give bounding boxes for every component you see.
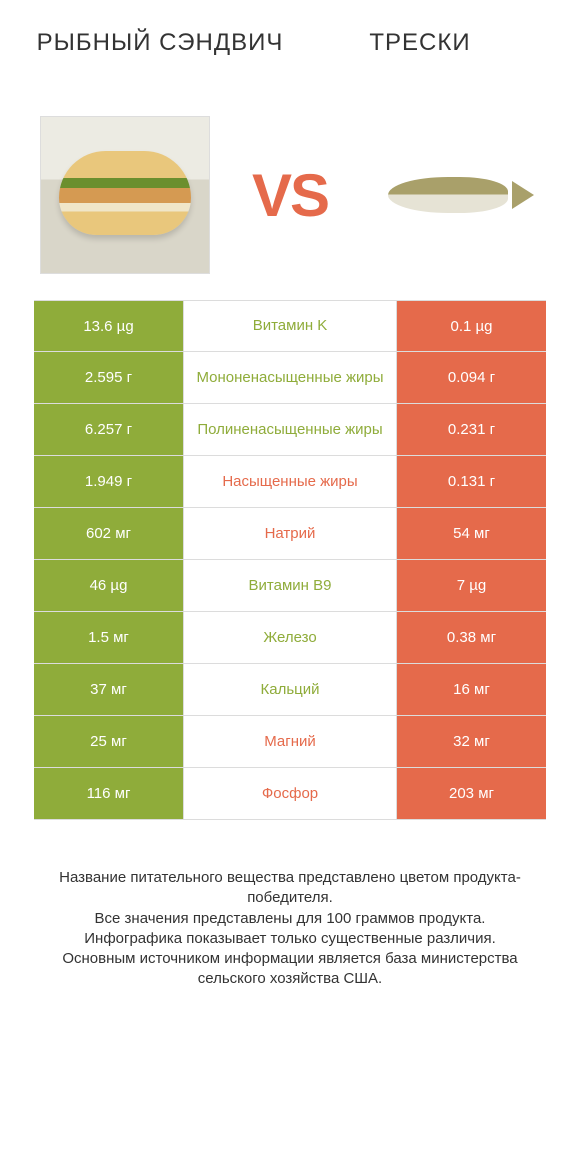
value-left: 13.6 µg	[34, 301, 184, 351]
value-left: 46 µg	[34, 560, 184, 611]
value-left: 1.949 г	[34, 456, 184, 507]
footer-line: Название питательного вещества представл…	[30, 868, 550, 909]
header-title-left: РЫБНЫЙ СЭНДВИЧ	[30, 22, 290, 110]
table-row: 116 мгФосфор203 мг	[34, 768, 546, 820]
nutrient-label: Полиненасыщенные жиры	[184, 404, 396, 455]
value-left: 1.5 мг	[34, 612, 184, 663]
value-left: 602 мг	[34, 508, 184, 559]
table-row: 602 мгНатрий54 мг	[34, 508, 546, 560]
nutrient-label: Насыщенные жиры	[184, 456, 396, 507]
footer-line: Все значения представлены для 100 граммо…	[30, 909, 550, 929]
value-right: 16 мг	[396, 664, 546, 715]
nutrient-label: Магний	[184, 716, 396, 767]
footer-line: Основным источником информации является …	[30, 949, 550, 990]
table-row: 1.5 мгЖелезо0.38 мг	[34, 612, 546, 664]
nutrient-label: Кальций	[184, 664, 396, 715]
value-right: 54 мг	[396, 508, 546, 559]
footer-line: Инфографика показывает только существенн…	[30, 929, 550, 949]
value-left: 37 мг	[34, 664, 184, 715]
value-right: 0.094 г	[396, 352, 546, 403]
value-right: 0.231 г	[396, 404, 546, 455]
sandwich-illustration	[40, 116, 210, 274]
table-row: 6.257 гПолиненасыщенные жиры0.231 г	[34, 404, 546, 456]
table-row: 2.595 гМононенасыщенные жиры0.094 г	[34, 352, 546, 404]
value-right: 0.1 µg	[396, 301, 546, 351]
header-title-right: ТРЕСКИ	[290, 22, 550, 110]
value-left: 6.257 г	[34, 404, 184, 455]
vs-label: VS	[252, 161, 328, 230]
nutrient-label: Натрий	[184, 508, 396, 559]
nutrient-label: Витамин B9	[184, 560, 396, 611]
value-right: 203 мг	[396, 768, 546, 819]
table-row: 46 µgВитамин B97 µg	[34, 560, 546, 612]
footer-notes: Название питательного вещества представл…	[0, 820, 580, 990]
product-image-left	[40, 116, 210, 274]
value-right: 32 мг	[396, 716, 546, 767]
header: РЫБНЫЙ СЭНДВИЧ ТРЕСКИ	[0, 0, 580, 110]
nutrient-label: Железо	[184, 612, 396, 663]
fish-illustration	[370, 155, 540, 235]
value-left: 25 мг	[34, 716, 184, 767]
value-left: 116 мг	[34, 768, 184, 819]
value-right: 0.38 мг	[396, 612, 546, 663]
nutrient-label: Витамин K	[184, 301, 396, 351]
nutrient-table: 13.6 µgВитамин K0.1 µg2.595 гМононенасыщ…	[0, 300, 580, 820]
value-right: 0.131 г	[396, 456, 546, 507]
table-row: 13.6 µgВитамин K0.1 µg	[34, 300, 546, 352]
nutrient-label: Фосфор	[184, 768, 396, 819]
product-image-right	[370, 116, 540, 274]
table-row: 25 мгМагний32 мг	[34, 716, 546, 768]
value-left: 2.595 г	[34, 352, 184, 403]
nutrient-label: Мононенасыщенные жиры	[184, 352, 396, 403]
value-right: 7 µg	[396, 560, 546, 611]
table-row: 37 мгКальций16 мг	[34, 664, 546, 716]
images-row: VS	[0, 110, 580, 300]
table-row: 1.949 гНасыщенные жиры0.131 г	[34, 456, 546, 508]
